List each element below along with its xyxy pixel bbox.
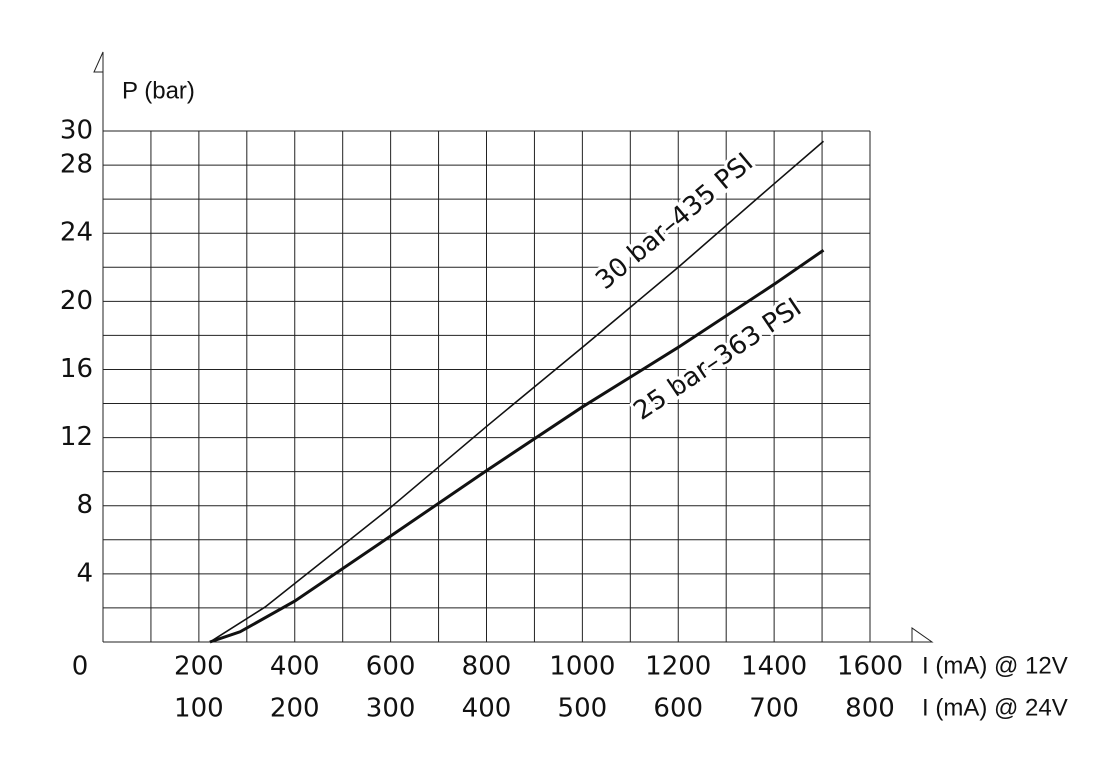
x-tick-label: 0: [72, 652, 89, 682]
x2-tick-label: 200: [270, 694, 320, 724]
y-tick-label: 16: [60, 354, 93, 384]
x-tick-label: 1400: [741, 652, 807, 682]
y-tick-label: 28: [60, 150, 93, 180]
x2-tick-label: 100: [174, 694, 224, 724]
x-axis-arrow: [870, 627, 934, 643]
y-tick-label: 30: [60, 116, 93, 146]
x-tick-label: 800: [462, 652, 512, 682]
series-label: 30 bar–435 PSI: [590, 147, 759, 295]
series-label: 25 bar–363 PSI: [628, 293, 807, 427]
x2-axis-label: I (mA) @ 24V: [922, 694, 1068, 721]
line: [209, 248, 825, 644]
y-tick-label: 4: [76, 558, 93, 588]
x-tick-label: 1000: [549, 652, 615, 682]
x-tick-label: 1200: [645, 652, 711, 682]
y-axis-arrow: [93, 51, 104, 131]
line: [209, 140, 825, 643]
y-tick-label: 8: [76, 490, 93, 520]
y-tick-label: 20: [60, 286, 93, 316]
y-axis-label: P (bar): [122, 77, 195, 104]
y-tick-label: 24: [60, 218, 93, 248]
x2-tick-label: 700: [749, 694, 799, 724]
x2-tick-label: 600: [653, 694, 703, 724]
x-tick-label: 200: [174, 652, 224, 682]
x-axis-label: I (mA) @ 12V: [922, 652, 1068, 679]
x2-tick-label: 400: [462, 694, 512, 724]
x2-tick-label: 300: [366, 694, 416, 724]
x-tick-label: 600: [366, 652, 416, 682]
y-tick-label: 12: [60, 422, 93, 452]
x-tick-label: 1600: [837, 652, 903, 682]
x-tick-label: 400: [270, 652, 320, 682]
x2-tick-label: 800: [845, 694, 895, 724]
x2-tick-label: 500: [558, 694, 608, 724]
